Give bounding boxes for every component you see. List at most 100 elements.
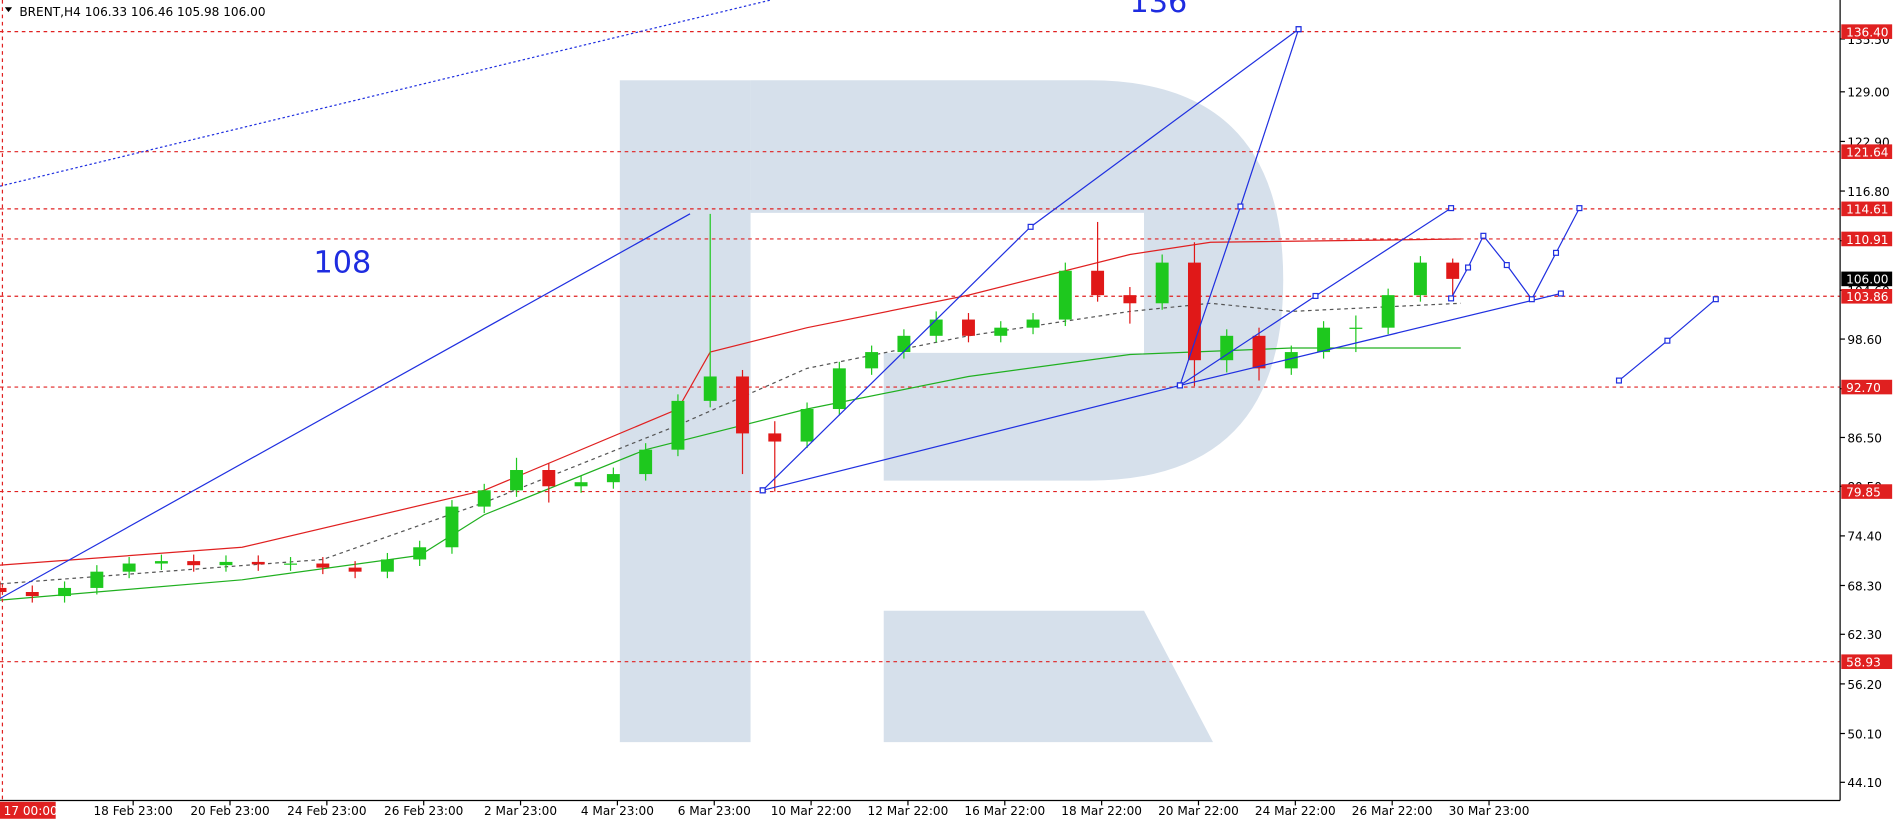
candle-body (1220, 335, 1234, 361)
indicator-line (0, 347, 1461, 601)
forecast-point (1557, 290, 1564, 297)
level-label: 92.70 (1846, 381, 1881, 395)
x-tick-label: 16 Mar 22:00 (964, 804, 1045, 818)
candle-body (639, 449, 653, 475)
x-tick-label: 30 Mar 23:00 (1449, 804, 1530, 818)
candle-body (316, 563, 330, 568)
x-tick-label: 12 Mar 22:00 (868, 804, 949, 818)
y-tick-label: 50.10 (1847, 727, 1882, 741)
current-price-box (1841, 271, 1893, 287)
candle-body (284, 563, 297, 565)
candle-body (574, 482, 588, 487)
plot-area (0, 0, 1841, 663)
x-tick-label: 20 Feb 23:00 (190, 804, 269, 818)
forecast-point (1295, 26, 1302, 33)
level-label-box (1841, 379, 1893, 395)
forecast-point (1465, 264, 1472, 271)
forecast-point (1712, 296, 1719, 303)
candle-body (1413, 262, 1427, 296)
level-label-box (1841, 24, 1893, 39)
candle-body (1349, 327, 1363, 329)
cursor-label-box (0, 801, 56, 819)
level-label: 121.64 (1846, 146, 1889, 160)
candle-body (477, 490, 491, 507)
forecast-point (1480, 232, 1487, 239)
level-label-box (1841, 654, 1893, 670)
y-tick-label: 116.80 (1847, 185, 1889, 199)
y-tick-label: 68.30 (1847, 579, 1882, 593)
candle-body (768, 433, 782, 442)
level-label-box (1841, 201, 1893, 217)
level-label-box (1841, 231, 1893, 247)
level-label-box (1841, 288, 1893, 304)
ohlc-text: 106.33 106.46 105.98 106.00 (85, 5, 266, 19)
x-tick-label: 18 Mar 22:00 (1061, 804, 1142, 818)
x-tick-label: 26 Mar 22:00 (1352, 804, 1433, 818)
x-tick-label: 18 Feb 23:00 (93, 804, 172, 818)
cursor-label: 17 00:00 (4, 804, 58, 818)
logo-leg (883, 610, 1214, 743)
x-tick-label: 4 Mar 23:00 (581, 804, 654, 818)
candle-body (413, 547, 427, 560)
candle-body (703, 376, 717, 401)
candle-body (90, 571, 104, 588)
level-label: 58.93 (1846, 656, 1881, 670)
level-label: 103.86 (1846, 290, 1888, 304)
x-tick-label: 26 Feb 23:00 (384, 804, 463, 818)
forecast-point (759, 487, 766, 494)
candle-body (1284, 352, 1298, 369)
logo-bowl (750, 80, 1284, 481)
level-label: 114.61 (1846, 203, 1888, 217)
current-price-label: 106.00 (1846, 273, 1888, 287)
indicator-line (0, 302, 1461, 585)
x-tick-label: 2 Mar 23:00 (484, 804, 557, 818)
candle-body (0, 587, 7, 593)
x-tick-label: 20 Mar 22:00 (1158, 804, 1239, 818)
candle-body (865, 352, 879, 369)
candle-body (1317, 327, 1331, 353)
level-label: 110.91 (1846, 233, 1888, 247)
candle-body (606, 474, 620, 483)
candle-body (1252, 335, 1266, 369)
candle-body (445, 506, 459, 548)
annotation: 108 (314, 245, 372, 280)
candle-body (1187, 262, 1201, 361)
forecast-point (1528, 296, 1535, 303)
indicator-line (0, 238, 1461, 566)
candle-body (542, 470, 556, 487)
forecast-point (1552, 249, 1560, 256)
forecast-point (1576, 205, 1583, 212)
x-tick-label: 10 Mar 22:00 (771, 804, 852, 818)
y-tick-label: 129.00 (1847, 86, 1889, 100)
logo-stem (619, 80, 751, 743)
x-tick-label: 24 Mar 22:00 (1255, 804, 1336, 818)
candle-body (736, 376, 749, 434)
menu-icon (4, 7, 13, 13)
candle-body (994, 327, 1008, 336)
annotation: 136 (1129, 0, 1187, 20)
forecast-point (1448, 295, 1455, 302)
x-tick-label: 24 Feb 23:00 (287, 804, 366, 818)
candle-body (510, 470, 523, 491)
forecast-line (0, 0, 771, 187)
forecast-point (1503, 262, 1510, 269)
forecast-point (1664, 337, 1671, 344)
candle-body (1058, 270, 1072, 320)
forecast-point (1615, 377, 1622, 384)
watermark (619, 80, 1284, 743)
forecast-point (1237, 203, 1244, 210)
candle-body (25, 592, 39, 597)
level-label: 79.85 (1846, 485, 1881, 499)
symbol-title: BRENT,H4 (19, 5, 81, 19)
y-tick-label: 62.30 (1847, 628, 1882, 642)
candle-body (800, 409, 814, 442)
candle-body (380, 559, 394, 572)
y-tick-label: 74.40 (1847, 530, 1882, 544)
y-tick-label: 44.10 (1847, 776, 1882, 790)
candle-body (219, 561, 233, 566)
candle-body (1123, 295, 1137, 304)
y-tick-label: 86.50 (1847, 431, 1882, 445)
candle-body (1446, 262, 1460, 279)
